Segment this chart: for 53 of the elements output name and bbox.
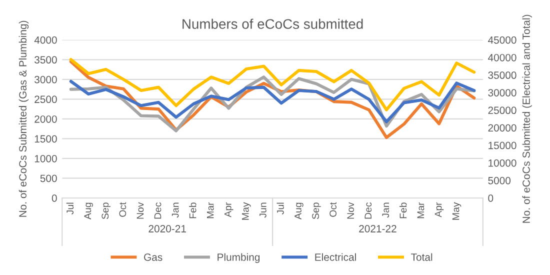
x-tick-label: Sep (312, 202, 321, 220)
x-tick-label: Feb (399, 202, 407, 218)
x-tick-label: Oct (330, 202, 336, 217)
y-tick-label: 3500 (34, 56, 57, 64)
x-tick-label: Apr (224, 202, 234, 218)
x-tick-label: Jul (66, 202, 74, 214)
x-tick-label: Jan (382, 202, 390, 218)
x-tick-label: Oct (119, 202, 126, 217)
line-series (69, 80, 476, 124)
legend-label: Electrical (315, 253, 356, 261)
x-tick-label: Jul (276, 202, 284, 214)
text: 2020-21 (148, 225, 186, 232)
y-tick-label: 0 (52, 194, 57, 202)
y2-tick-label: 45000 (488, 36, 516, 44)
x-tick-label: Jan (172, 202, 179, 218)
y2-tick-label: 10000 (488, 159, 516, 167)
x-tick-label: Dec (154, 202, 162, 219)
x-tick-label: Nov (136, 202, 144, 219)
x-tick-label: Mar (417, 202, 424, 218)
y-tick-label: 3000 (34, 76, 57, 84)
y2-tick-label: 30000 (488, 89, 516, 96)
x-tick-label: May (242, 202, 251, 220)
y-tick-label: 500 (40, 174, 57, 182)
y2-tick-label: 35000 (488, 72, 516, 79)
x-tick-label: Mar (206, 202, 214, 218)
y2-tick-label: 15000 (488, 142, 516, 150)
x-tick-label: Dec (364, 202, 372, 219)
x-tick-label: Apr (434, 202, 444, 218)
line-series (69, 58, 476, 112)
x-tick-label: Jun (260, 202, 266, 218)
x-tick-label: Aug (84, 202, 93, 220)
legend-label: Plumbing (218, 253, 260, 263)
y-tick-label: 4000 (34, 36, 57, 44)
y-tick-label: 1500 (34, 135, 57, 143)
x-tick-label: Nov (347, 202, 354, 219)
x-tick-label: May (452, 202, 462, 220)
x-tick-label: Aug (294, 202, 304, 220)
y2-tick-label: 0 (488, 194, 494, 202)
y2-tick-label: 25000 (488, 106, 516, 114)
chart-title: Numbers of eCoCs submitted (182, 18, 363, 29)
y2-axis-title: No. of eCoCs Submitted (Electrical and Total) (522, 14, 532, 223)
y-axis-title: No. of eCoCs Submitted (Gas & Plumbing) (18, 20, 29, 217)
y-tick-label: 2000 (34, 115, 57, 123)
legend-label: Total (411, 253, 432, 261)
y2-tick-label: 5000 (488, 176, 511, 184)
text: 2021-22 (359, 225, 396, 232)
x-tick-label: Feb (189, 202, 196, 218)
legend-label: Gas (144, 254, 162, 261)
y2-tick-label: 40000 (488, 54, 516, 62)
x-tick-label: Sep (102, 202, 111, 220)
y-tick-label: 2500 (34, 96, 57, 104)
y-tick-label: 1000 (34, 154, 57, 162)
y2-tick-label: 20000 (488, 124, 516, 132)
